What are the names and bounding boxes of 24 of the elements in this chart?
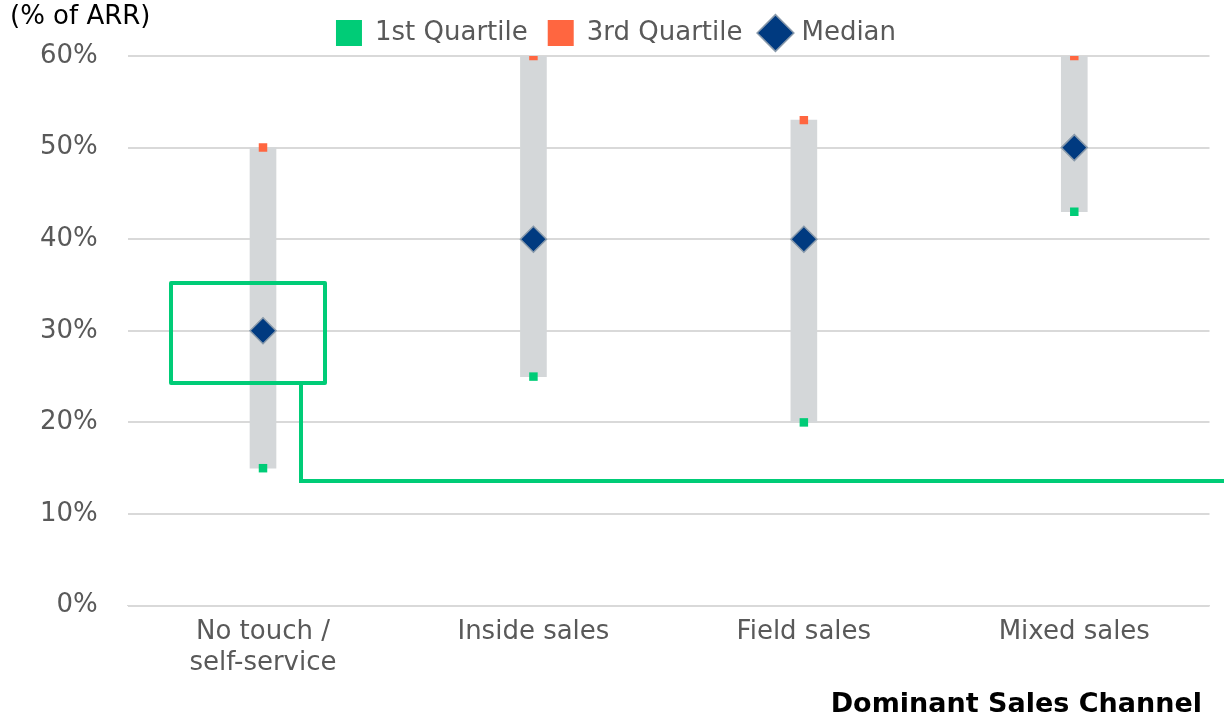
- y-tick-label: 10%: [39, 496, 98, 527]
- legend-label: 3rd Quartile: [586, 15, 743, 46]
- x-tick-label: No touch / self-service: [189, 614, 337, 677]
- point: [258, 143, 268, 152]
- point: [1070, 207, 1079, 216]
- point: [790, 225, 818, 253]
- x-tick-label: Field sales: [736, 614, 872, 645]
- legend-label: Median: [801, 15, 897, 46]
- y-tick-label: 60%: [39, 38, 98, 69]
- point: [529, 372, 538, 381]
- y-tick-label: 0%: [56, 588, 98, 619]
- y-tick-label: 40%: [39, 221, 98, 252]
- point: [1060, 133, 1089, 162]
- y-tick-label: 20%: [39, 405, 98, 436]
- x-tick-label: Mixed sales: [998, 614, 1150, 645]
- x-axis-title: Dominant Sales Channel: [830, 686, 1202, 718]
- y-tick-label: 50%: [39, 130, 98, 161]
- x-tick-label: Inside sales: [457, 614, 610, 645]
- y-tick-label: 30%: [39, 313, 98, 344]
- point: [799, 418, 809, 427]
- legend-label: 1st Quartile: [374, 15, 528, 46]
- point: [249, 317, 277, 345]
- point: [519, 225, 548, 253]
- y-axis-title: (% of ARR): [10, 0, 151, 30]
